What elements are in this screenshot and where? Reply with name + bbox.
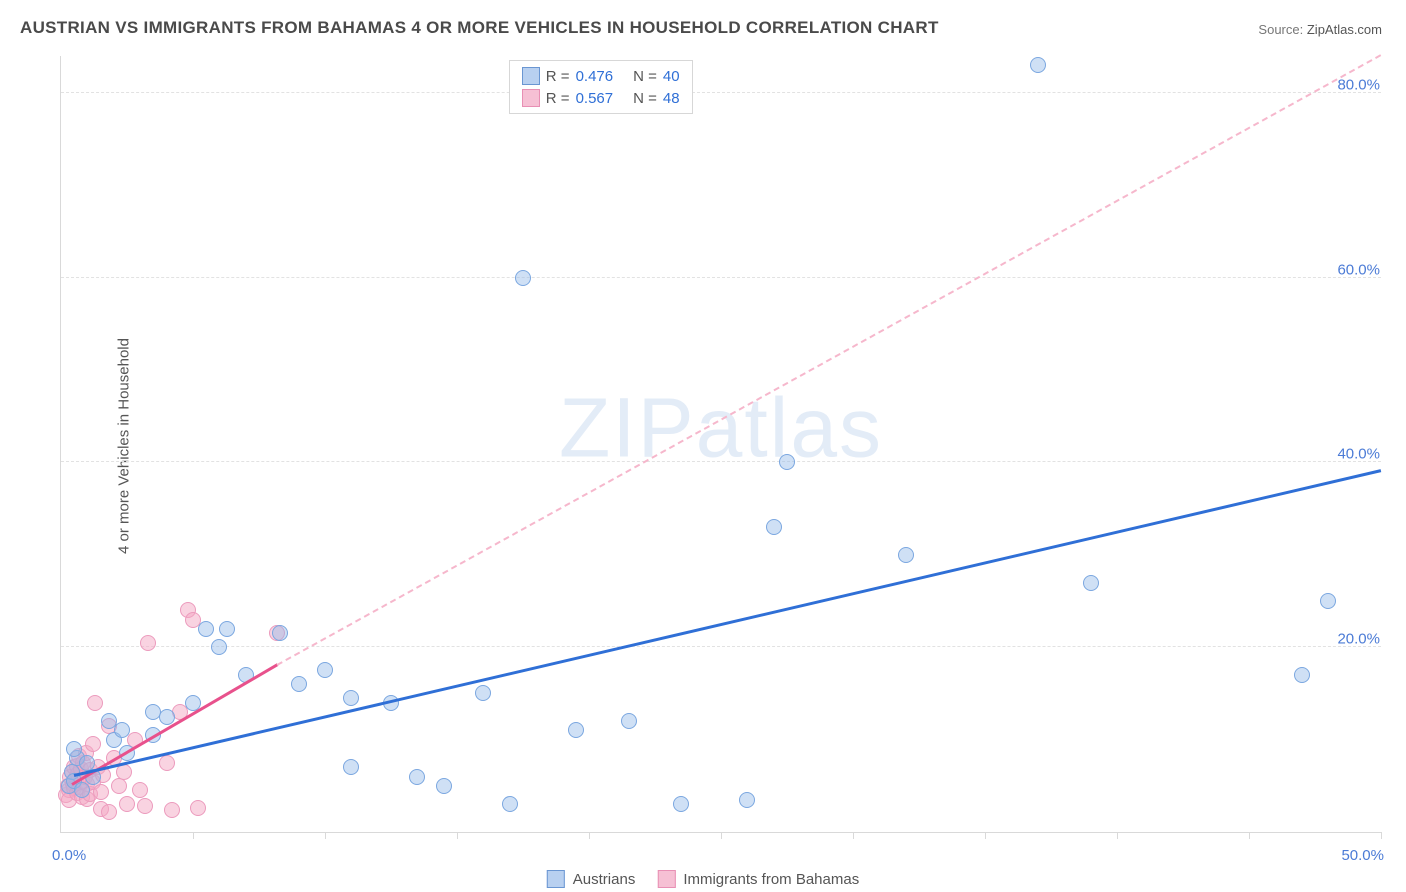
trend-line-austrians <box>74 469 1381 777</box>
data-point-bahamas <box>119 796 135 812</box>
gridline <box>61 461 1381 462</box>
x-tick <box>1249 832 1250 839</box>
x-tick <box>457 832 458 839</box>
data-point-austrians <box>343 690 359 706</box>
stats-swatch-austrians <box>522 67 540 85</box>
data-point-austrians <box>568 722 584 738</box>
scatter-plot: ZIPatlas <box>60 56 1381 833</box>
data-point-austrians <box>219 621 235 637</box>
data-point-austrians <box>317 662 333 678</box>
data-point-bahamas <box>140 635 156 651</box>
data-point-austrians <box>291 676 307 692</box>
data-point-austrians <box>621 713 637 729</box>
stats-row-bahamas: R = 0.567 N = 48 <box>518 87 684 109</box>
legend-label-austrians: Austrians <box>573 871 636 888</box>
y-tick-label: 20.0% <box>1337 631 1380 648</box>
x-max-label: 50.0% <box>1341 847 1384 864</box>
data-point-austrians <box>272 625 288 641</box>
x-tick <box>1117 832 1118 839</box>
r-value: 0.476 <box>576 68 614 85</box>
data-point-austrians <box>1030 57 1046 73</box>
x-min-label: 0.0% <box>52 847 86 864</box>
correlation-stats-box: R = 0.476 N = 40 R = 0.567 N = 48 <box>509 60 693 114</box>
gridline <box>61 277 1381 278</box>
legend-swatch-austrians <box>547 870 565 888</box>
data-point-austrians <box>343 759 359 775</box>
data-point-austrians <box>673 796 689 812</box>
source-attribution: Source: ZipAtlas.com <box>1258 22 1382 37</box>
stats-swatch-bahamas <box>522 89 540 107</box>
data-point-bahamas <box>87 695 103 711</box>
data-point-austrians <box>515 270 531 286</box>
data-point-austrians <box>114 722 130 738</box>
legend-item-bahamas: Immigrants from Bahamas <box>657 870 859 888</box>
data-point-austrians <box>1294 667 1310 683</box>
y-tick-label: 80.0% <box>1337 76 1380 93</box>
y-tick-label: 40.0% <box>1337 446 1380 463</box>
bottom-legend: Austrians Immigrants from Bahamas <box>547 870 859 888</box>
data-point-austrians <box>198 621 214 637</box>
data-point-bahamas <box>159 755 175 771</box>
data-point-austrians <box>66 741 82 757</box>
data-point-austrians <box>159 709 175 725</box>
x-tick <box>589 832 590 839</box>
trend-line-bahamas-extrapolated <box>277 54 1381 665</box>
data-point-austrians <box>436 778 452 794</box>
r-label: R = <box>546 68 570 85</box>
data-point-bahamas <box>85 736 101 752</box>
gridline <box>61 92 1381 93</box>
source-value: ZipAtlas.com <box>1307 22 1382 37</box>
legend-item-austrians: Austrians <box>547 870 636 888</box>
data-point-bahamas <box>111 778 127 794</box>
gridline <box>61 646 1381 647</box>
n-value: 40 <box>663 68 680 85</box>
data-point-austrians <box>502 796 518 812</box>
data-point-austrians <box>898 547 914 563</box>
x-tick <box>193 832 194 839</box>
n-label: N = <box>633 90 657 107</box>
x-tick <box>985 832 986 839</box>
data-point-austrians <box>409 769 425 785</box>
y-tick-label: 60.0% <box>1337 261 1380 278</box>
data-point-bahamas <box>164 802 180 818</box>
x-tick <box>1381 832 1382 839</box>
stats-row-austrians: R = 0.476 N = 40 <box>518 65 684 87</box>
data-point-austrians <box>766 519 782 535</box>
n-label: N = <box>633 68 657 85</box>
data-point-austrians <box>211 639 227 655</box>
data-point-bahamas <box>137 798 153 814</box>
legend-label-bahamas: Immigrants from Bahamas <box>683 871 859 888</box>
legend-swatch-bahamas <box>657 870 675 888</box>
data-point-bahamas <box>93 784 109 800</box>
data-point-bahamas <box>132 782 148 798</box>
r-value: 0.567 <box>576 90 614 107</box>
data-point-austrians <box>475 685 491 701</box>
r-label: R = <box>546 90 570 107</box>
data-point-austrians <box>779 454 795 470</box>
data-point-bahamas <box>190 800 206 816</box>
n-value: 48 <box>663 90 680 107</box>
x-tick <box>721 832 722 839</box>
x-tick <box>325 832 326 839</box>
source-label: Source: <box>1258 22 1303 37</box>
data-point-austrians <box>739 792 755 808</box>
page-title: AUSTRIAN VS IMMIGRANTS FROM BAHAMAS 4 OR… <box>20 18 939 38</box>
x-tick <box>853 832 854 839</box>
data-point-austrians <box>74 782 90 798</box>
data-point-bahamas <box>101 804 117 820</box>
data-point-austrians <box>1320 593 1336 609</box>
data-point-austrians <box>1083 575 1099 591</box>
